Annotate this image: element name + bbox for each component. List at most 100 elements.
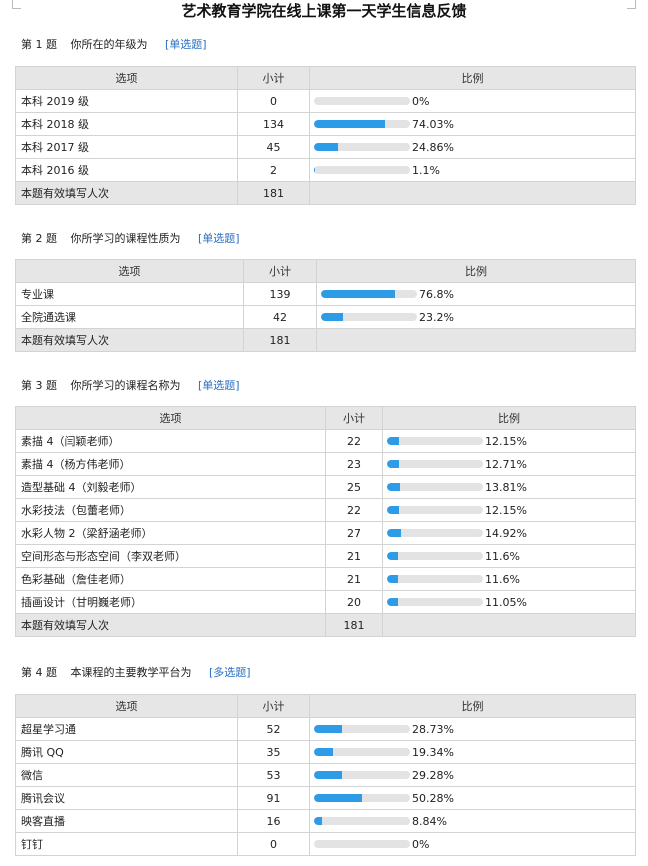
- ratio-bar-fill: [314, 748, 333, 757]
- ratio-bar-fill: [314, 771, 343, 780]
- page-corner-mark-right: [627, 0, 636, 9]
- ratio-percent: 1.1%: [412, 163, 440, 177]
- table-row: 腾讯 QQ 35 19.34%: [15, 740, 636, 764]
- ratio-bar-fill: [314, 166, 316, 175]
- option-count: 22: [325, 498, 383, 522]
- ratio-percent: 11.6%: [485, 572, 520, 586]
- question-type-link[interactable]: [单选题]: [198, 379, 240, 392]
- ratio-bar-fill: [387, 506, 399, 515]
- ratio-bar: [387, 460, 483, 469]
- ratio-bar-fill: [387, 552, 399, 561]
- ratio-bar: [314, 840, 410, 849]
- table-row: 插画设计（甘明巍老师） 20 11.05%: [15, 590, 636, 614]
- option-count: 27: [325, 521, 383, 545]
- ratio-column-header: 比例: [316, 259, 636, 283]
- question-type-link[interactable]: [多选题]: [209, 666, 251, 679]
- ratio-cell: 8.84%: [309, 809, 636, 833]
- question-1-heading: 第 1 题 你所在的年级为 [单选题]: [21, 38, 207, 52]
- ratio-bar-fill: [387, 460, 400, 469]
- option-label: 水彩技法（包蕾老师）: [15, 498, 326, 522]
- table-row: 超星学习通 52 28.73%: [15, 717, 636, 741]
- total-label: 本题有效填写人次: [15, 328, 244, 352]
- ratio-percent: 28.73%: [412, 722, 454, 736]
- ratio-cell: 11.05%: [382, 590, 636, 614]
- option-label: 专业课: [15, 282, 244, 306]
- table-row: 素描 4（闫颖老师） 22 12.15%: [15, 429, 636, 453]
- ratio-percent: 12.71%: [485, 457, 527, 471]
- ratio-bar: [314, 771, 410, 780]
- question-4-results-table: 选项 小计 比例 超星学习通 52 28.73% 腾讯 QQ 35 19.34%…: [15, 694, 636, 856]
- ratio-bar: [387, 598, 483, 607]
- option-count: 23: [325, 452, 383, 476]
- total-ratio-cell: [316, 328, 636, 352]
- ratio-percent: 0%: [412, 837, 430, 851]
- count-column-header: 小计: [325, 406, 383, 430]
- question-type-link[interactable]: [单选题]: [198, 232, 240, 245]
- ratio-bar-fill: [321, 290, 395, 299]
- option-label: 素描 4（杨方伟老师）: [15, 452, 326, 476]
- ratio-percent: 12.15%: [485, 503, 527, 517]
- ratio-bar: [314, 143, 410, 152]
- ratio-bar: [387, 437, 483, 446]
- table-header-row: 选项 小计 比例: [15, 259, 636, 283]
- ratio-bar: [321, 313, 417, 322]
- ratio-bar: [387, 506, 483, 515]
- ratio-percent: 8.84%: [412, 814, 447, 828]
- ratio-percent: 19.34%: [412, 745, 454, 759]
- option-label: 插画设计（甘明巍老师）: [15, 590, 326, 614]
- ratio-bar-fill: [314, 817, 323, 826]
- question-2-results-table: 选项 小计 比例 专业课 139 76.8% 全院通选课 42 23.2% 本题…: [15, 259, 636, 352]
- option-count: 16: [237, 809, 310, 833]
- table-row: 钉钉 0 0%: [15, 832, 636, 856]
- option-column-header: 选项: [15, 406, 326, 430]
- ratio-bar: [321, 290, 417, 299]
- question-2-heading: 第 2 题 你所学习的课程性质为 [单选题]: [21, 232, 240, 246]
- option-label: 素描 4（闫颖老师）: [15, 429, 326, 453]
- count-column-header: 小计: [237, 694, 310, 718]
- ratio-bar: [314, 817, 410, 826]
- ratio-percent: 74.03%: [412, 117, 454, 131]
- total-row: 本题有效填写人次 181: [15, 328, 636, 352]
- ratio-cell: 12.71%: [382, 452, 636, 476]
- option-label: 本科 2018 级: [15, 112, 238, 136]
- ratio-percent: 23.2%: [419, 310, 454, 324]
- ratio-percent: 29.28%: [412, 768, 454, 782]
- table-row: 映客直播 16 8.84%: [15, 809, 636, 833]
- option-count: 0: [237, 832, 310, 856]
- ratio-bar: [314, 166, 410, 175]
- option-count: 21: [325, 544, 383, 568]
- page-title: 艺术教育学院在线上课第一天学生信息反馈: [181, 2, 467, 20]
- ratio-cell: 23.2%: [316, 305, 636, 329]
- option-count: 139: [243, 282, 317, 306]
- ratio-cell: 11.6%: [382, 567, 636, 591]
- total-count: 181: [243, 328, 317, 352]
- table-row: 本科 2019 级 0 0%: [15, 89, 636, 113]
- question-3-results-table: 选项 小计 比例 素描 4（闫颖老师） 22 12.15% 素描 4（杨方伟老师…: [15, 406, 636, 637]
- ratio-bar: [314, 97, 410, 106]
- ratio-bar: [387, 552, 483, 561]
- table-row: 本科 2018 级 134 74.03%: [15, 112, 636, 136]
- ratio-bar-fill: [314, 143, 338, 152]
- ratio-cell: 12.15%: [382, 429, 636, 453]
- question-3-heading: 第 3 题 你所学习的课程名称为 [单选题]: [21, 379, 240, 393]
- total-row: 本题有效填写人次 181: [15, 181, 636, 205]
- ratio-cell: 0%: [309, 832, 636, 856]
- ratio-cell: 12.15%: [382, 498, 636, 522]
- question-number: 第 4 题: [21, 666, 57, 679]
- ratio-percent: 24.86%: [412, 140, 454, 154]
- question-text: 你所在的年级为: [70, 38, 148, 51]
- question-type-link[interactable]: [单选题]: [165, 38, 207, 51]
- question-number: 第 2 题: [21, 232, 57, 245]
- option-label: 水彩人物 2（梁舒涵老师）: [15, 521, 326, 545]
- ratio-bar: [314, 725, 410, 734]
- total-count: 181: [325, 613, 383, 637]
- count-column-header: 小计: [237, 66, 310, 90]
- option-count: 42: [243, 305, 317, 329]
- total-label: 本题有效填写人次: [15, 613, 326, 637]
- ratio-bar-fill: [387, 598, 398, 607]
- option-label: 空间形态与形态空间（李双老师）: [15, 544, 326, 568]
- ratio-percent: 14.92%: [485, 526, 527, 540]
- question-1-results-table: 选项 小计 比例 本科 2019 级 0 0% 本科 2018 级 134 74…: [15, 66, 636, 205]
- table-row: 空间形态与形态空间（李双老师） 21 11.6%: [15, 544, 636, 568]
- total-ratio-cell: [382, 613, 636, 637]
